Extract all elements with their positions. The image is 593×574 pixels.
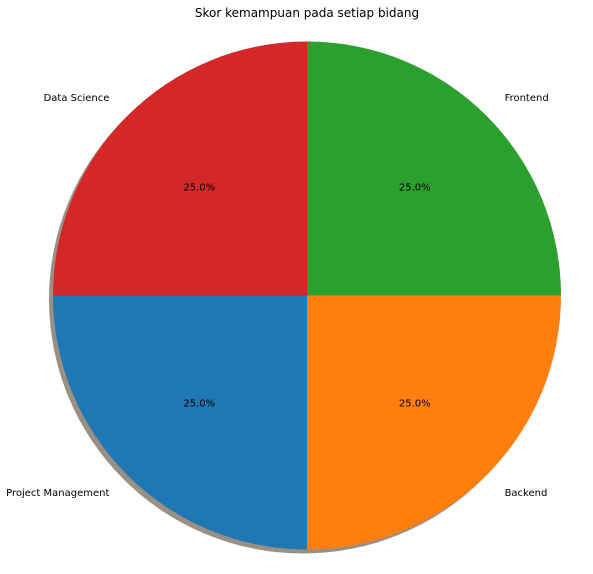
pie-slice-backend (307, 295, 561, 550)
pie-slice-frontend (307, 41, 561, 296)
slice-percent-data-science: 25.0% (183, 183, 215, 194)
slice-percent-frontend: 25.0% (399, 183, 431, 194)
pie-labels: Data Science 25.0% Project Management 25.0%… (6, 93, 549, 499)
slice-percent-project-management: 25.0% (183, 398, 215, 409)
slice-label-data-science: Data Science (44, 93, 110, 104)
pie-slices (53, 41, 561, 550)
pie-slice-project-management (53, 295, 307, 550)
slice-percent-backend: 25.0% (399, 398, 431, 409)
pie-slice-data-science (53, 41, 307, 296)
slice-label-frontend: Frontend (505, 93, 549, 104)
slice-label-project-management: Project Management (6, 488, 109, 499)
slice-label-backend: Backend (505, 488, 548, 499)
chart-title: Skor kemampuan pada setiap bidang (195, 6, 419, 20)
